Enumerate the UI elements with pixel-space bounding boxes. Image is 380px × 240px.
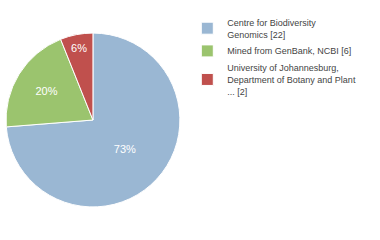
- svg-text:73%: 73%: [114, 143, 136, 155]
- svg-text:20%: 20%: [35, 85, 57, 97]
- svg-text:6%: 6%: [71, 42, 87, 54]
- svg-text:University of Johannesburg,Dep: University of Johannesburg,Department of…: [227, 63, 356, 96]
- svg-text:Centre for BiodiversityGenomic: Centre for BiodiversityGenomics [22]: [227, 18, 316, 40]
- svg-text:Mined from GenBank, NCBI [6]: Mined from GenBank, NCBI [6]: [227, 46, 351, 56]
